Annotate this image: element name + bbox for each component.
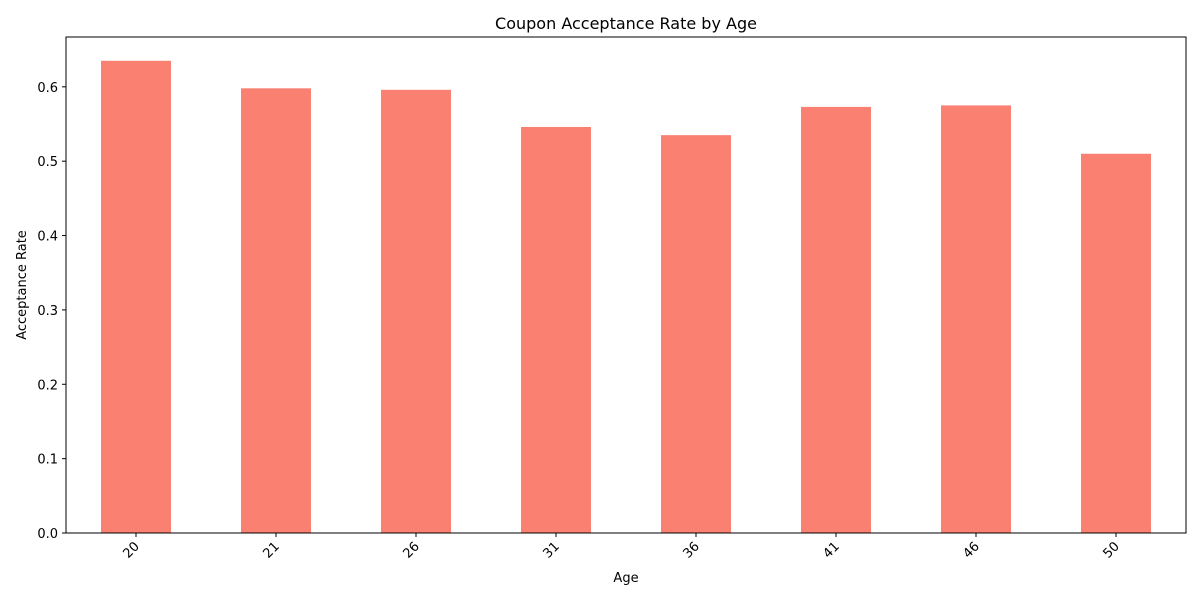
x-tick-label-31: 31: [541, 539, 563, 561]
y-axis: 0.0 0.1 0.2 0.3 0.4 0.5 0.6: [37, 81, 66, 542]
bar-41: [801, 106, 871, 533]
chart-title: Coupon Acceptance Rate by Age: [495, 14, 757, 33]
plot-frame: [65, 36, 1187, 534]
y-tick-label-0.4: 0.4: [37, 230, 58, 245]
bar-36: [661, 135, 731, 533]
y-tick-label-0.1: 0.1: [37, 453, 58, 468]
bar-50: [1081, 153, 1151, 533]
y-axis-label: Acceptance Rate: [15, 230, 30, 340]
x-tick-label-46: 46: [961, 539, 983, 561]
bar-46: [941, 105, 1011, 534]
x-tick-label-26: 26: [401, 539, 423, 561]
x-tick-label-21: 21: [261, 539, 283, 561]
bars-group: [101, 60, 1151, 534]
y-tick-label-0.0: 0.0: [37, 527, 58, 542]
x-axis-label: Age: [613, 571, 638, 586]
x-axis: 20 21 26 31 36 41 46 50: [121, 533, 1123, 562]
y-tick-label-0.3: 0.3: [37, 304, 58, 319]
x-tick-label-50: 50: [1101, 539, 1123, 561]
x-tick-label-36: 36: [681, 539, 703, 561]
y-tick-label-0.6: 0.6: [37, 81, 58, 96]
x-tick-label-41: 41: [821, 539, 843, 561]
bar-20: [101, 60, 171, 533]
x-tick-label-20: 20: [121, 539, 143, 561]
y-tick-label-0.5: 0.5: [37, 155, 58, 170]
bar-21: [241, 88, 311, 533]
y-tick-label-0.2: 0.2: [37, 378, 58, 393]
bar-31: [521, 126, 591, 534]
bar-26: [381, 89, 451, 533]
